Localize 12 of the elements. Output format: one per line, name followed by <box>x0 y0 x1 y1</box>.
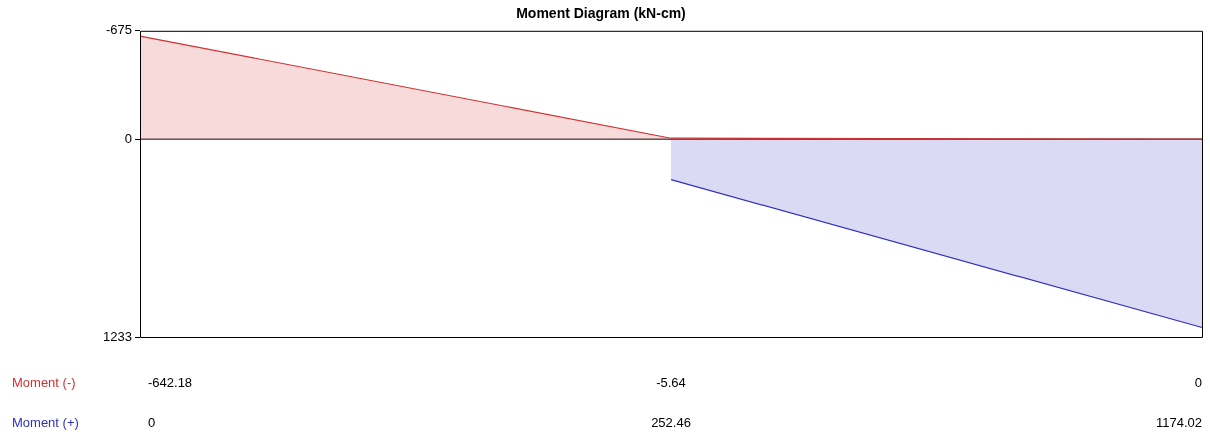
text: 0 <box>148 414 156 430</box>
y-tick-label: -675 <box>105 22 132 38</box>
text: Moment (-) <box>12 374 76 390</box>
data-label: -642.18 <box>148 374 193 390</box>
text: Moment (+) <box>12 414 79 430</box>
data-label: 0 <box>1194 374 1202 390</box>
chart-title: Moment Diagram (kN-cm) <box>516 5 686 22</box>
data-label: 252.46 <box>651 414 691 430</box>
data-label: -5.64 <box>656 374 686 390</box>
data-label: 1174.02 <box>1155 414 1202 430</box>
y-tick-label: 1233 <box>103 328 132 344</box>
y-tick-label: 0 <box>124 130 132 146</box>
